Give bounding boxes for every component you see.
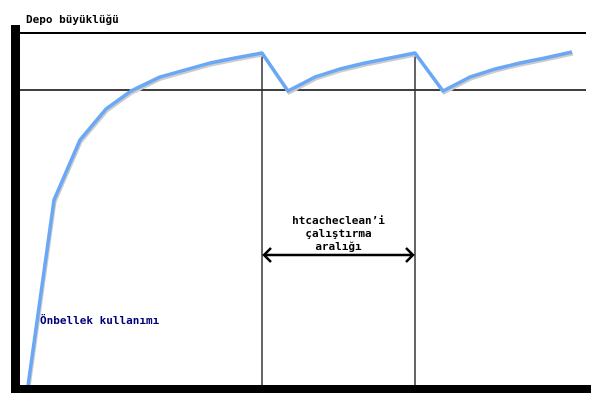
curve-label: Önbellek kullanımı — [40, 314, 160, 327]
y-axis-label: Depo büyüklüğü — [26, 13, 119, 26]
interval-label-line: çalıştırma — [305, 227, 372, 240]
y-axis — [11, 25, 20, 393]
x-axis — [11, 385, 591, 393]
curve-shadow — [27, 52, 574, 389]
interval-label-line: htcacheclean’i — [292, 214, 385, 227]
interval-arrow — [262, 247, 415, 263]
interval-label-line: aralığı — [315, 240, 362, 253]
cache-usage-curve — [26, 50, 573, 387]
interval-label: htcacheclean’i çalıştırma aralığı — [262, 214, 415, 253]
